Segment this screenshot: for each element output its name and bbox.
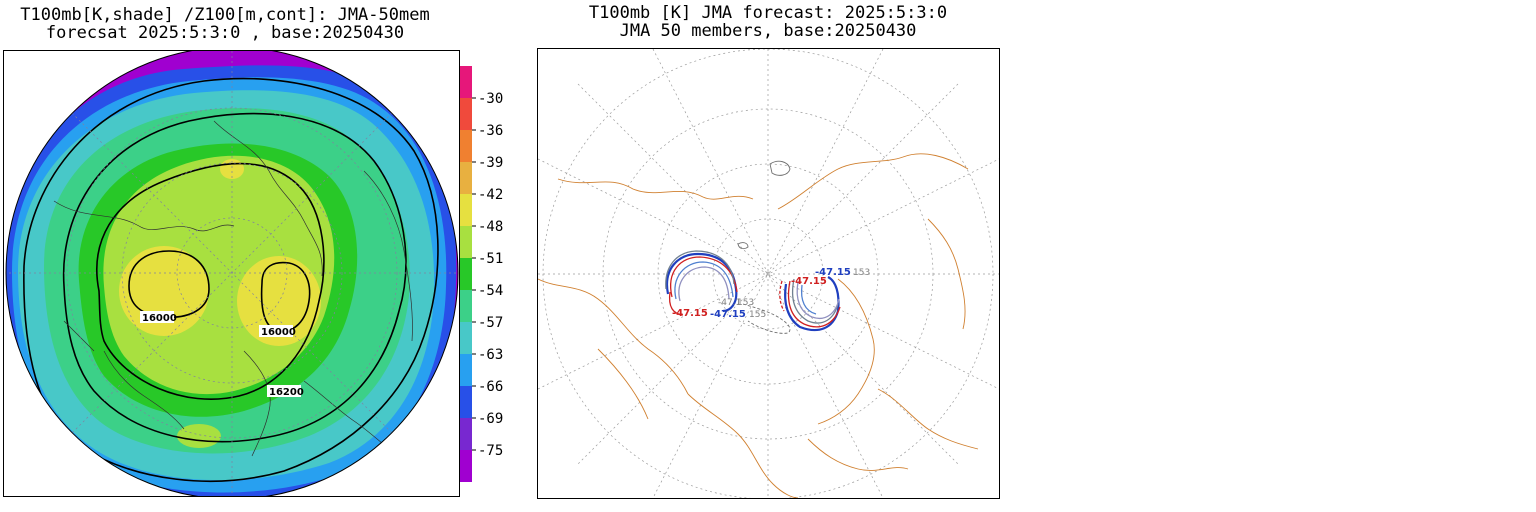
colorbar-segment <box>460 418 472 451</box>
colorbar-segment <box>460 290 472 323</box>
colorbar-svg: -30 -36 -39 -42 -48 -51 -54 -57 -63 -66 -69 -75 <box>460 66 503 483</box>
contour-16200 <box>62 112 407 443</box>
member-label: -47.15 <box>791 276 827 287</box>
contour-label-group: 16000 16000 16200 <box>140 311 304 398</box>
member-label: -47.15 <box>672 308 708 319</box>
colorbar-label: -48 <box>478 219 503 235</box>
member-label: -47.1 <box>718 298 741 308</box>
colorbar-segment <box>460 130 472 163</box>
colorbar-label: -51 <box>478 251 503 267</box>
colorbar-label: -54 <box>478 283 503 299</box>
member-label: -47.15 <box>710 309 746 320</box>
contour-label-west: 16000 <box>142 313 177 324</box>
minor-contours <box>737 160 791 334</box>
contour-label-east: 16000 <box>261 327 296 338</box>
west-member-contours <box>665 250 738 316</box>
colorbar-label: -36 <box>478 123 503 139</box>
colorbar-label: -39 <box>478 155 503 171</box>
grid-lines <box>538 49 999 498</box>
colorbar-segment <box>460 386 472 419</box>
contour-label-box <box>140 311 174 323</box>
member-label: 153 <box>737 298 754 308</box>
left-map-title-line2: forecsat 2025:5:3:0 , base:20250430 <box>45 23 405 43</box>
colorbar-label: -66 <box>478 379 503 395</box>
colorbar-label: -30 <box>478 91 503 107</box>
right-map-title-line2: JMA 50 members, base:20250430 <box>619 21 917 41</box>
colorbar-label: -57 <box>478 315 503 331</box>
member-labels: -47.15 -47.15 -47.15 -47.15 153 153 155 … <box>672 267 870 320</box>
right-map-title-line1: T100mb [K] JMA forecast: 2025:5:3:0 <box>588 3 948 23</box>
right-map-title: T100mb [K] JMA forecast: 2025:5:3:0 JMA … <box>536 4 1000 40</box>
colorbar-segment <box>460 194 472 227</box>
contour-label-box <box>259 325 293 337</box>
east-member-contours <box>779 276 841 332</box>
colorbar-segment <box>460 226 472 259</box>
colorbar: -30 -36 -39 -42 -48 -51 -54 -57 -63 -66 -69 -75 <box>458 66 528 483</box>
map-boundary <box>5 51 459 496</box>
colorbar-segment <box>460 354 472 387</box>
colorbar-segment <box>460 322 472 355</box>
contour-label-outer: 16200 <box>269 387 304 398</box>
left-map-title-line1: T100mb[K,shade] /Z100[m,cont]: JMA-50mem <box>20 5 430 25</box>
colorbar-segment <box>460 258 472 291</box>
contour-label-box <box>267 385 301 397</box>
left-map-panel: 16000 16000 16200 <box>3 50 460 497</box>
member-label: -47.15 <box>815 267 851 278</box>
colorbar-segment <box>460 162 472 195</box>
coastlines <box>538 153 979 498</box>
colorbar-segment <box>460 450 472 483</box>
colorbar-label: -42 <box>478 187 503 203</box>
right-polar-map: -47.15 -47.15 -47.15 -47.15 153 153 155 … <box>538 49 999 498</box>
member-label: 153 <box>853 268 870 278</box>
lat-lon-grid <box>6 51 458 496</box>
colorbar-segment <box>460 98 472 131</box>
contour-16100 <box>96 162 325 400</box>
colorbar-label: -69 <box>478 411 503 427</box>
colorbar-segment <box>460 66 472 99</box>
shade-green-patch <box>177 424 221 448</box>
left-polar-map: 16000 16000 16200 <box>5 51 459 496</box>
colorbar-label: -75 <box>478 443 503 459</box>
temperature-shading <box>6 51 458 496</box>
member-label: 155 <box>749 310 766 320</box>
left-map-title: T100mb[K,shade] /Z100[m,cont]: JMA-50mem… <box>0 6 450 42</box>
colorbar-label: -63 <box>478 347 503 363</box>
right-map-panel: -47.15 -47.15 -47.15 -47.15 153 153 155 … <box>537 48 1000 499</box>
